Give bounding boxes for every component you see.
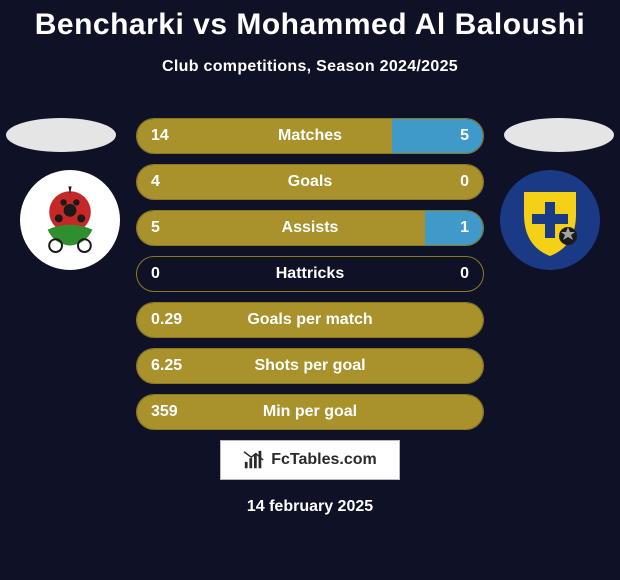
subtitle: Club competitions, Season 2024/2025 xyxy=(0,58,620,76)
stat-label: Matches xyxy=(137,119,483,153)
player-left-badge xyxy=(20,170,120,270)
right-club-logo-icon xyxy=(500,170,600,270)
stat-row: 145Matches xyxy=(136,118,484,154)
page-title: Bencharki vs Mohammed Al Baloushi xyxy=(0,8,620,42)
stat-row: 0.29Goals per match xyxy=(136,302,484,338)
left-ellipse-deco xyxy=(6,118,116,152)
comparison-card: Bencharki vs Mohammed Al Baloushi Club c… xyxy=(0,0,620,580)
stat-label: Goals per match xyxy=(137,303,483,337)
stat-row: 51Assists xyxy=(136,210,484,246)
left-club-logo-icon xyxy=(30,180,110,260)
stat-label: Min per goal xyxy=(137,395,483,429)
stat-row: 00Hattricks xyxy=(136,256,484,292)
branding-badge[interactable]: FcTables.com xyxy=(220,440,400,480)
bar-chart-icon xyxy=(243,449,265,471)
player-right-badge xyxy=(500,170,600,270)
stat-label: Shots per goal xyxy=(137,349,483,383)
right-ellipse-deco xyxy=(504,118,614,152)
stat-row: 6.25Shots per goal xyxy=(136,348,484,384)
stat-row: 359Min per goal xyxy=(136,394,484,430)
date-text: 14 february 2025 xyxy=(0,498,620,516)
branding-text: FcTables.com xyxy=(271,451,377,469)
stat-label: Goals xyxy=(137,165,483,199)
stat-label: Hattricks xyxy=(137,257,483,291)
stat-label: Assists xyxy=(137,211,483,245)
stats-chart: 145Matches 40Goals 51Assists 00Hattricks 0.2… xyxy=(136,118,484,440)
stat-row: 40Goals xyxy=(136,164,484,200)
